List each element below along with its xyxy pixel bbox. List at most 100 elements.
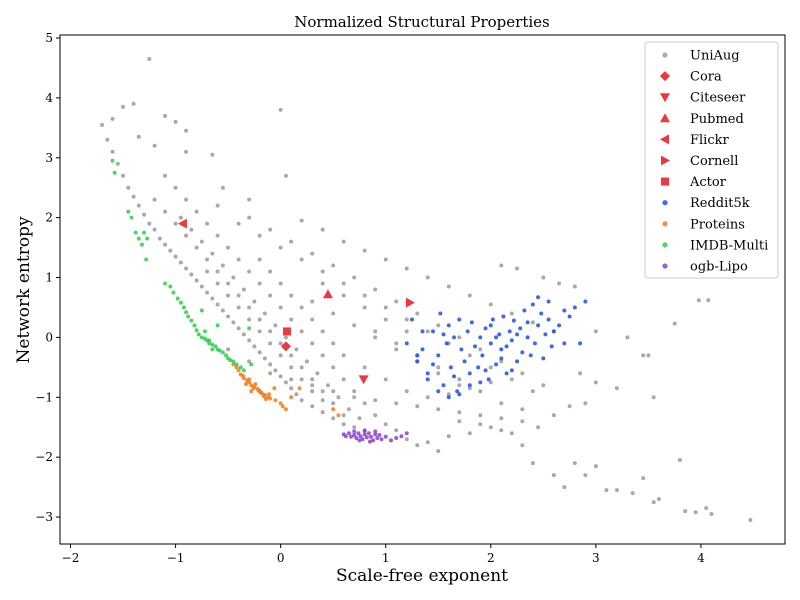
point-imdb-multi: [196, 332, 201, 337]
point-reddit5k: [480, 353, 485, 358]
point-uniaug: [331, 389, 336, 394]
point-uniaug: [278, 374, 283, 379]
point-uniaug: [289, 365, 294, 370]
point-uniaug: [362, 401, 367, 406]
point-uniaug: [446, 392, 451, 397]
legend-label-cora: Cora: [690, 70, 722, 85]
point-uniaug: [283, 380, 288, 385]
y-tick-label: −3: [35, 510, 53, 524]
point-reddit5k: [441, 383, 446, 388]
point-imdb-multi: [168, 284, 173, 289]
point-uniaug: [215, 269, 220, 274]
point-ogb-lipo: [369, 434, 374, 439]
y-tick-label: 0: [45, 330, 53, 344]
point-reddit5k: [532, 341, 537, 346]
point-reddit5k: [536, 295, 541, 300]
point-ogb-lipo: [377, 433, 382, 438]
point-reddit5k: [467, 371, 472, 376]
point-uniaug: [184, 149, 189, 154]
point-uniaug: [236, 305, 241, 310]
point-ogb-lipo: [346, 431, 351, 436]
point-ogb-lipo: [375, 436, 380, 441]
point-uniaug: [320, 389, 325, 394]
point-uniaug: [210, 251, 215, 256]
point-uniaug: [215, 233, 220, 238]
point-uniaug: [509, 377, 514, 382]
point-reddit5k: [562, 308, 567, 313]
point-uniaug: [163, 242, 168, 247]
point-uniaug: [488, 380, 493, 385]
point-uniaug: [310, 341, 315, 346]
point-uniaug: [194, 209, 199, 214]
point-uniaug: [488, 425, 493, 430]
point-uniaug: [268, 227, 273, 232]
point-uniaug: [163, 173, 168, 178]
point-uniaug: [499, 401, 504, 406]
point-reddit5k: [473, 344, 478, 349]
point-uniaug: [283, 335, 288, 340]
point-uniaug: [583, 473, 588, 478]
point-uniaug: [236, 293, 241, 298]
point-proteins: [258, 390, 263, 395]
point-reddit5k: [415, 359, 420, 364]
point-uniaug: [257, 233, 262, 238]
point-reddit5k: [499, 347, 504, 352]
y-tick-label: 2: [45, 211, 53, 225]
legend-marker-cora: [660, 71, 670, 82]
point-imdb-multi: [181, 305, 186, 310]
point-uniaug: [310, 383, 315, 388]
point-imdb-multi: [189, 318, 194, 323]
point-reddit5k: [490, 317, 495, 322]
point-reddit5k: [504, 344, 509, 349]
point-uniaug: [325, 383, 330, 388]
point-uniaug: [478, 389, 483, 394]
point-uniaug: [247, 359, 252, 364]
point-uniaug: [310, 404, 315, 409]
point-proteins: [249, 383, 254, 388]
point-imdb-multi: [142, 230, 147, 235]
point-uniaug: [425, 395, 430, 400]
point-uniaug: [247, 317, 252, 322]
point-reddit5k: [518, 326, 523, 331]
point-uniaug: [283, 173, 288, 178]
point-reddit5k: [557, 323, 562, 328]
point-uniaug: [173, 119, 178, 124]
point-uniaug: [105, 137, 110, 142]
point-proteins: [280, 404, 285, 409]
y-tick-label: −2: [35, 450, 53, 464]
point-uniaug: [641, 476, 646, 481]
point-ogb-lipo: [343, 434, 348, 439]
point-imdb-multi: [213, 344, 218, 349]
point-uniaug: [268, 371, 273, 376]
point-uniaug: [320, 329, 325, 334]
point-reddit5k: [504, 371, 509, 376]
point-uniaug: [163, 113, 168, 118]
point-uniaug: [220, 263, 225, 268]
point-uniaug: [289, 377, 294, 382]
point-uniaug: [341, 281, 346, 286]
point-uniaug: [467, 293, 472, 298]
point-uniaug: [320, 398, 325, 403]
legend-marker-imdb-multi: [662, 242, 668, 248]
point-uniaug: [604, 488, 609, 493]
point-uniaug: [341, 422, 346, 427]
point-reddit5k: [446, 323, 451, 328]
point-uniaug: [136, 134, 141, 139]
point-uniaug: [210, 296, 215, 301]
point-uniaug: [383, 257, 388, 262]
point-uniaug: [457, 383, 462, 388]
point-proteins: [261, 394, 266, 399]
point-proteins: [243, 382, 248, 387]
point-imdb-multi: [207, 341, 212, 346]
point-proteins: [283, 407, 288, 412]
point-uniaug: [289, 239, 294, 244]
point-uniaug: [299, 329, 304, 334]
point-ogb-lipo: [388, 438, 393, 443]
point-uniaug: [289, 353, 294, 358]
point-reddit5k: [457, 392, 462, 397]
point-uniaug: [294, 347, 299, 352]
point-ogb-lipo: [352, 429, 357, 434]
point-uniaug: [220, 185, 225, 190]
point-reddit5k: [539, 311, 544, 316]
